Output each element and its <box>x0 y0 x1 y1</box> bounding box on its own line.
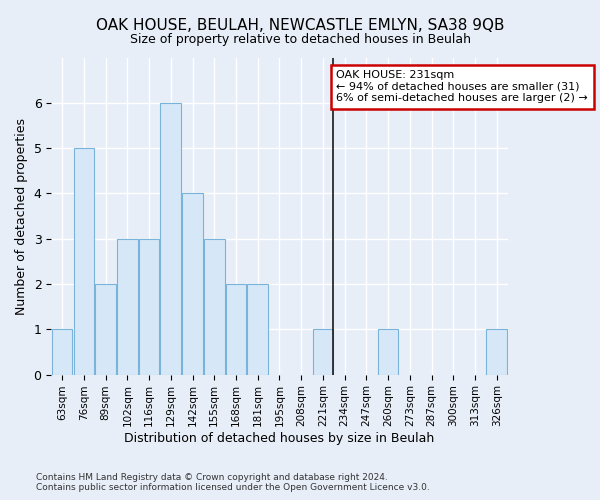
Bar <box>52 330 73 374</box>
Bar <box>160 103 181 374</box>
Bar <box>95 284 116 374</box>
X-axis label: Distribution of detached houses by size in Beulah: Distribution of detached houses by size … <box>124 432 434 445</box>
Bar <box>117 238 137 374</box>
Bar <box>378 330 398 374</box>
Bar <box>226 284 247 374</box>
Bar <box>204 238 224 374</box>
Bar <box>139 238 160 374</box>
Bar <box>182 194 203 374</box>
Y-axis label: Number of detached properties: Number of detached properties <box>15 118 28 314</box>
Bar <box>247 284 268 374</box>
Text: OAK HOUSE, BEULAH, NEWCASTLE EMLYN, SA38 9QB: OAK HOUSE, BEULAH, NEWCASTLE EMLYN, SA38… <box>96 18 504 32</box>
Bar <box>74 148 94 374</box>
Bar <box>313 330 333 374</box>
Text: Size of property relative to detached houses in Beulah: Size of property relative to detached ho… <box>130 32 470 46</box>
Bar <box>487 330 507 374</box>
Text: Contains HM Land Registry data © Crown copyright and database right 2024.
Contai: Contains HM Land Registry data © Crown c… <box>36 473 430 492</box>
Text: OAK HOUSE: 231sqm
← 94% of detached houses are smaller (31)
6% of semi-detached : OAK HOUSE: 231sqm ← 94% of detached hous… <box>337 70 588 103</box>
